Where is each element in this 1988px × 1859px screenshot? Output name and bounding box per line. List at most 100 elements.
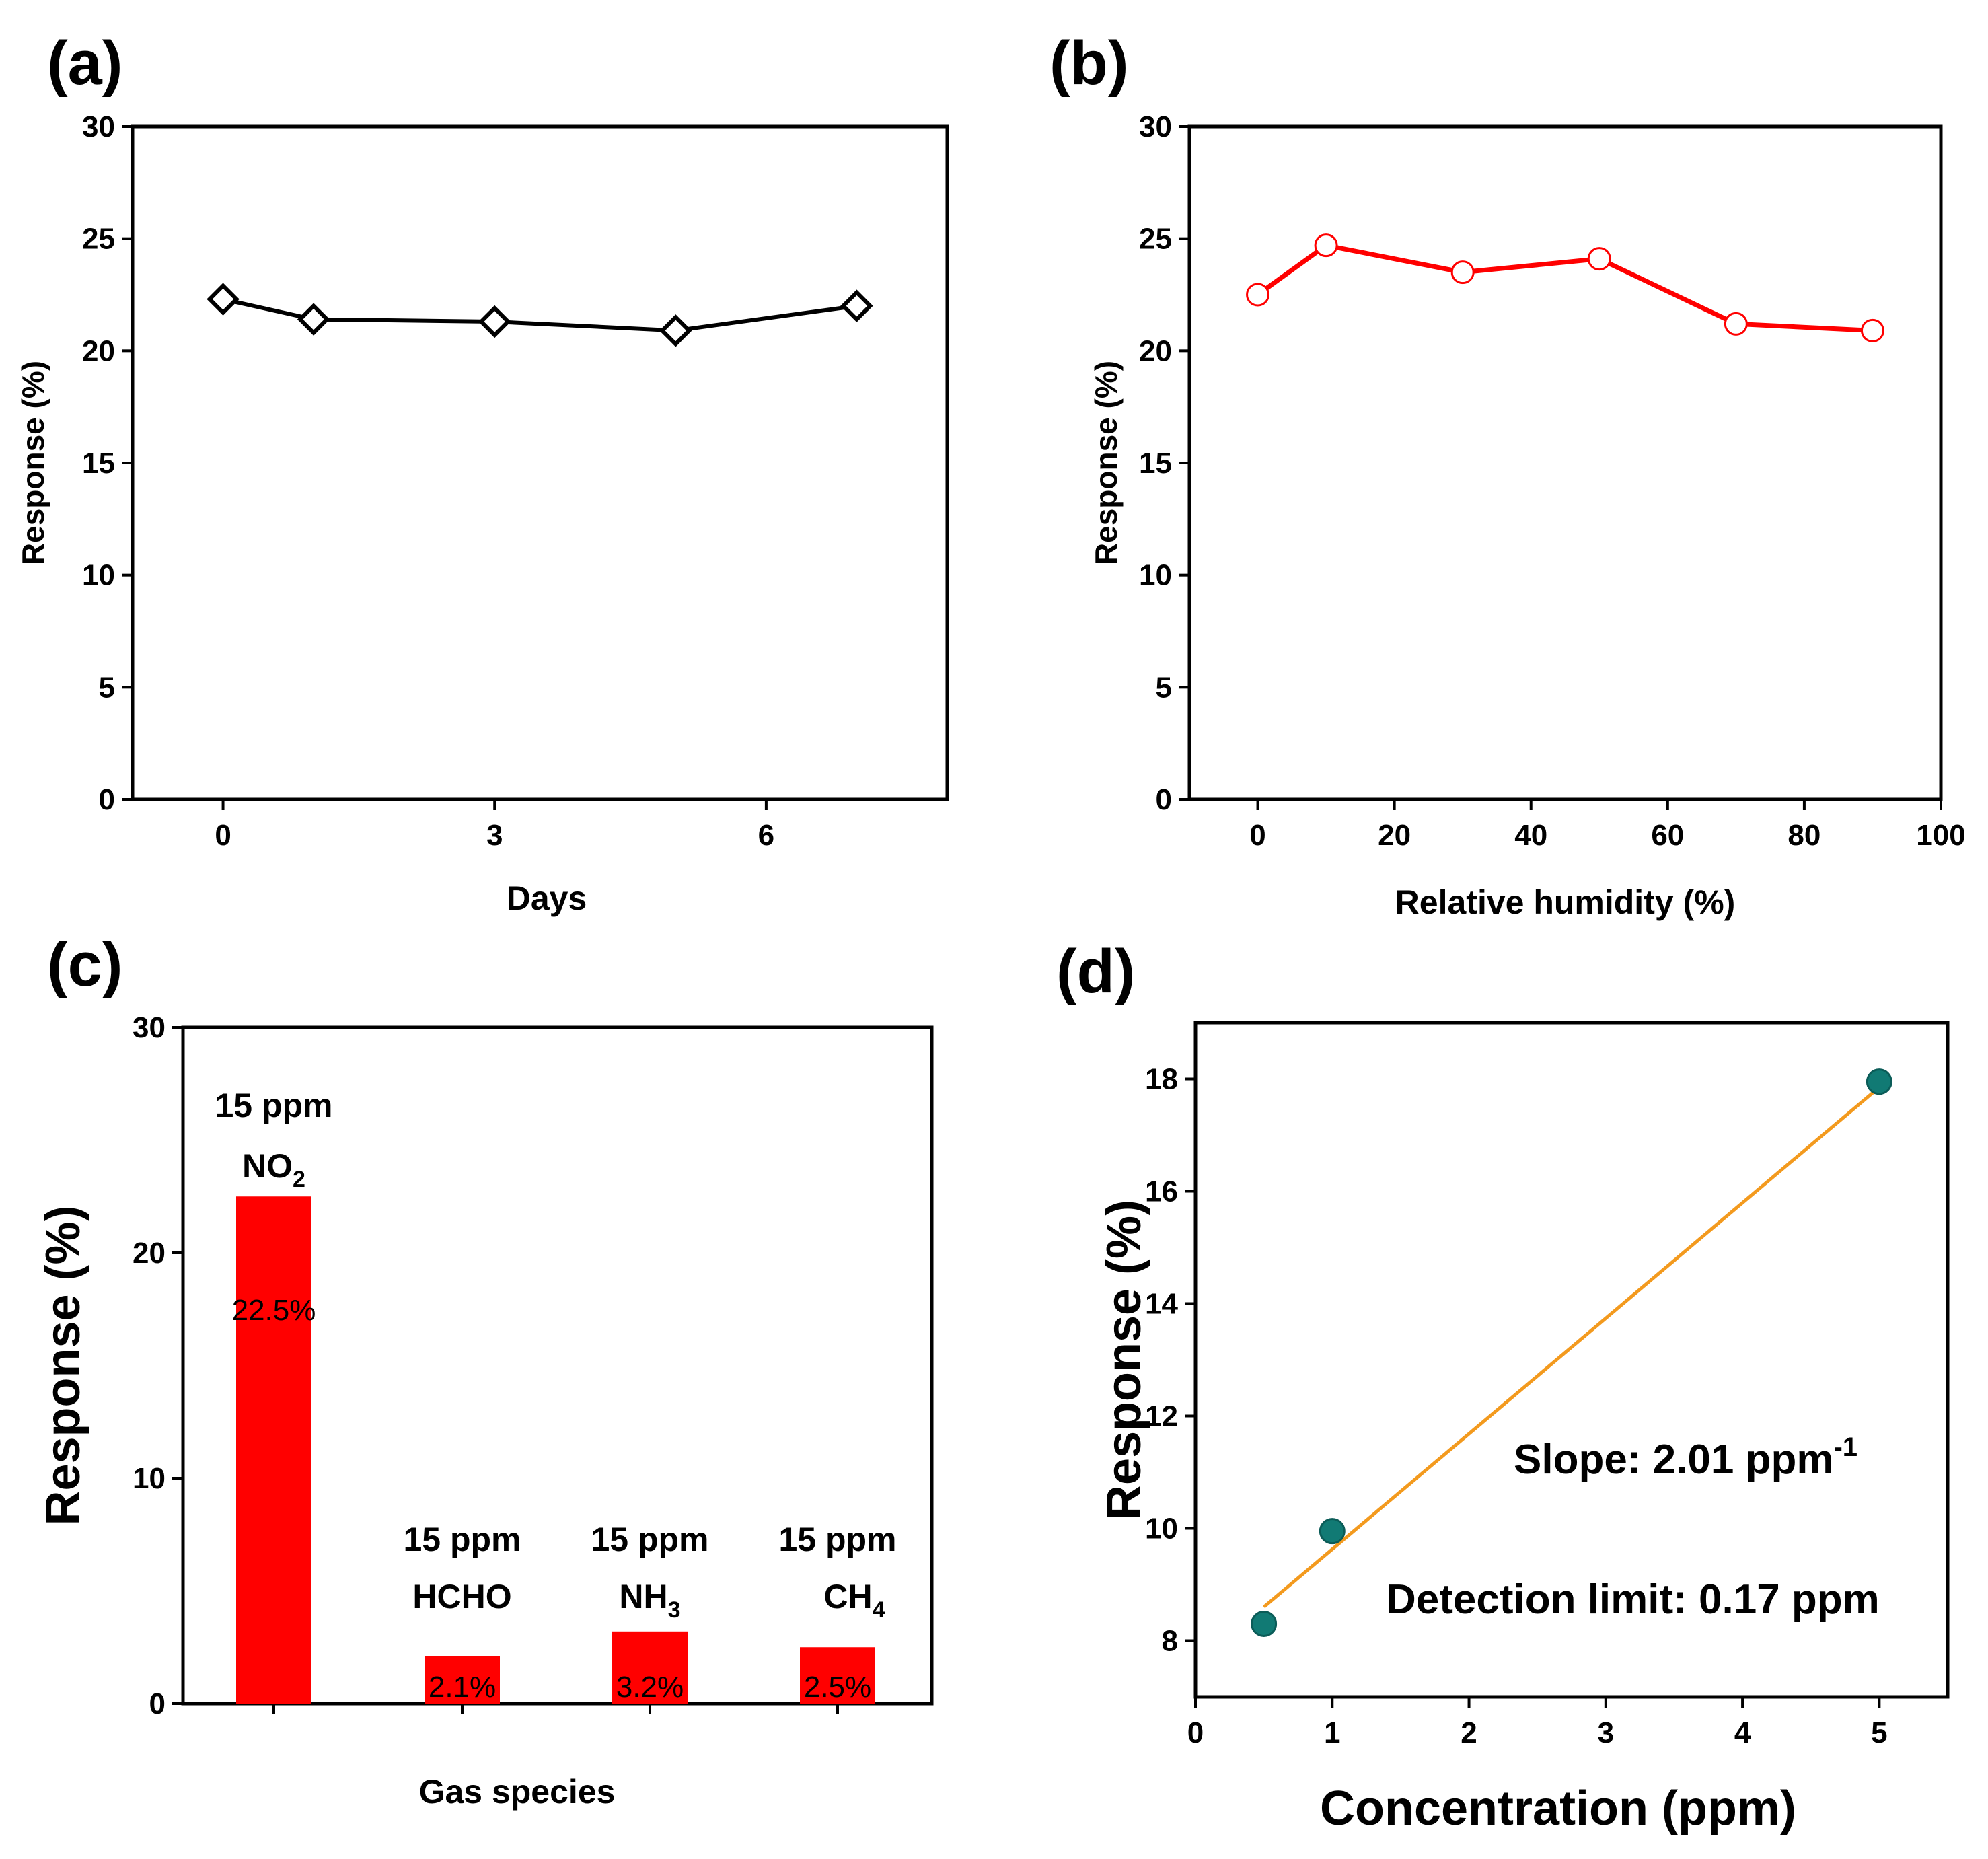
bar-value-label-c: 2.1% [429,1671,496,1704]
x-tick-label-b: 0 [1249,819,1265,852]
bar-c [800,1647,875,1704]
data-point-b [1860,318,1884,342]
y-tick-label-b: 25 [1139,223,1172,256]
y-tick-label-d: 14 [1145,1288,1178,1321]
y-axis-label-d: Response (%) [1097,1200,1151,1520]
bar-conc-label-c: 15 ppm [403,1521,521,1558]
x-tick-label-b: 80 [1788,819,1820,852]
y-tick-label-c: 10 [133,1462,165,1495]
x-tick-label-d: 0 [1187,1716,1204,1749]
plot-frame-b [1187,124,1943,801]
plot-frame-c [181,1025,934,1706]
bar-conc-label-c: 15 ppm [778,1521,896,1558]
panel-label-b: (b) [1050,29,1128,98]
gas-name: NH [619,1578,667,1615]
gas-name: CH [823,1578,872,1615]
bar-value-label-c: 22.5% [232,1294,316,1327]
bar-gas-label-c: NH3 [619,1578,680,1623]
y-tick-label-a: 15 [82,447,115,480]
series-line-b [1256,242,1873,333]
x-tick-label-a: 3 [486,819,503,852]
y-tick-label-a: 25 [82,223,115,256]
data-point-a [297,303,330,336]
data-point-d [1866,1068,1892,1095]
detection-limit-annotation-d: Detection limit: 0.17 ppm [1386,1576,1880,1623]
data-point-a [840,289,873,322]
data-point-b [1246,283,1270,307]
panel-b: (b) 0 5 10 15 20 25 30 0 20 40 60 80 100 Relative humi… [1050,29,1966,921]
slope-text: Slope: 2.01 ppm [1514,1436,1833,1483]
x-tick-label-d: 3 [1598,1716,1614,1749]
data-point-b [1450,260,1475,285]
x-axis-label-a: Days [507,879,587,917]
gas-name: NO [242,1147,293,1185]
y-tick-label-a: 5 [99,671,115,704]
data-point-d [1251,1610,1278,1637]
y-tick-label-a: 20 [82,334,115,367]
y-tick-label-d: 18 [1145,1063,1178,1096]
x-tick-label-b: 40 [1514,819,1547,852]
gas-subscript: 3 [668,1597,681,1623]
x-axis-label-d: Concentration (ppm) [1320,1782,1796,1835]
y-tick-label-c: 20 [133,1237,165,1270]
x-axis-label-c: Gas species [419,1773,616,1811]
y-tick-label-d: 8 [1162,1625,1178,1658]
y-tick-label-c: 0 [149,1687,165,1720]
bar-c [236,1196,311,1704]
y-axis-label-b: Response (%) [1089,361,1124,565]
y-tick-label-b: 10 [1139,559,1172,592]
bar-conc-label-c: 15 ppm [591,1521,708,1558]
gas-name: HCHO [412,1578,511,1615]
x-tick-label-a: 0 [215,819,231,852]
y-tick-label-b: 15 [1139,447,1172,480]
y-axis-label-a: Response (%) [15,361,50,565]
slope-annotation-d: Slope: 2.01 ppm-1 [1514,1432,1857,1483]
y-tick-label-d: 16 [1145,1175,1178,1208]
x-tick-label-b: 60 [1651,819,1684,852]
y-tick-label-c: 30 [133,1011,165,1044]
x-tick-label-d: 4 [1734,1716,1751,1749]
plot-frame-a [131,124,949,801]
plot-frame-d [1193,1021,1950,1699]
x-tick-label-b: 100 [1916,819,1965,852]
x-tick-label-d: 1 [1324,1716,1340,1749]
bar-conc-label-c: 15 ppm [215,1087,332,1124]
slope-superscript: -1 [1833,1432,1857,1462]
data-point-b [1314,233,1338,258]
bar-gas-label-c: CH4 [823,1578,885,1623]
bar-value-label-c: 2.5% [804,1671,871,1704]
y-tick-label-b: 30 [1139,110,1172,143]
panel-label-a: (a) [47,29,122,98]
panel-label-c: (c) [47,931,122,999]
data-point-a [207,283,240,316]
y-tick-label-b: 0 [1156,783,1172,816]
data-point-a [478,305,511,338]
data-point-d [1319,1518,1346,1545]
x-tick-label-d: 2 [1461,1716,1477,1749]
y-tick-label-d: 10 [1145,1512,1178,1545]
x-tick-label-a: 6 [758,819,774,852]
data-point-b [1724,312,1748,336]
panel-label-d: (d) [1056,937,1135,1006]
y-tick-label-b: 20 [1139,334,1172,367]
y-tick-label-a: 30 [82,110,115,143]
y-tick-label-a: 10 [82,559,115,592]
gas-subscript: 4 [873,1597,885,1623]
bar-gas-label-c: NO2 [242,1147,305,1192]
x-tick-label-b: 20 [1378,819,1411,852]
x-axis-label-b: Relative humidity (%) [1395,883,1736,921]
x-tick-label-d: 5 [1871,1716,1887,1749]
data-point-b [1587,247,1611,271]
bar-value-label-c: 3.2% [616,1671,684,1704]
bar-c [425,1656,500,1704]
gas-subscript: 2 [293,1167,305,1192]
data-point-a [659,314,692,347]
y-tick-label-d: 12 [1145,1400,1178,1433]
panel-a: (a) 0 5 10 15 20 25 30 0 3 6 Days Response (%) [15,29,949,917]
bar-c [612,1631,688,1704]
fit-line-d [1263,1086,1880,1609]
y-tick-label-a: 0 [99,783,115,816]
